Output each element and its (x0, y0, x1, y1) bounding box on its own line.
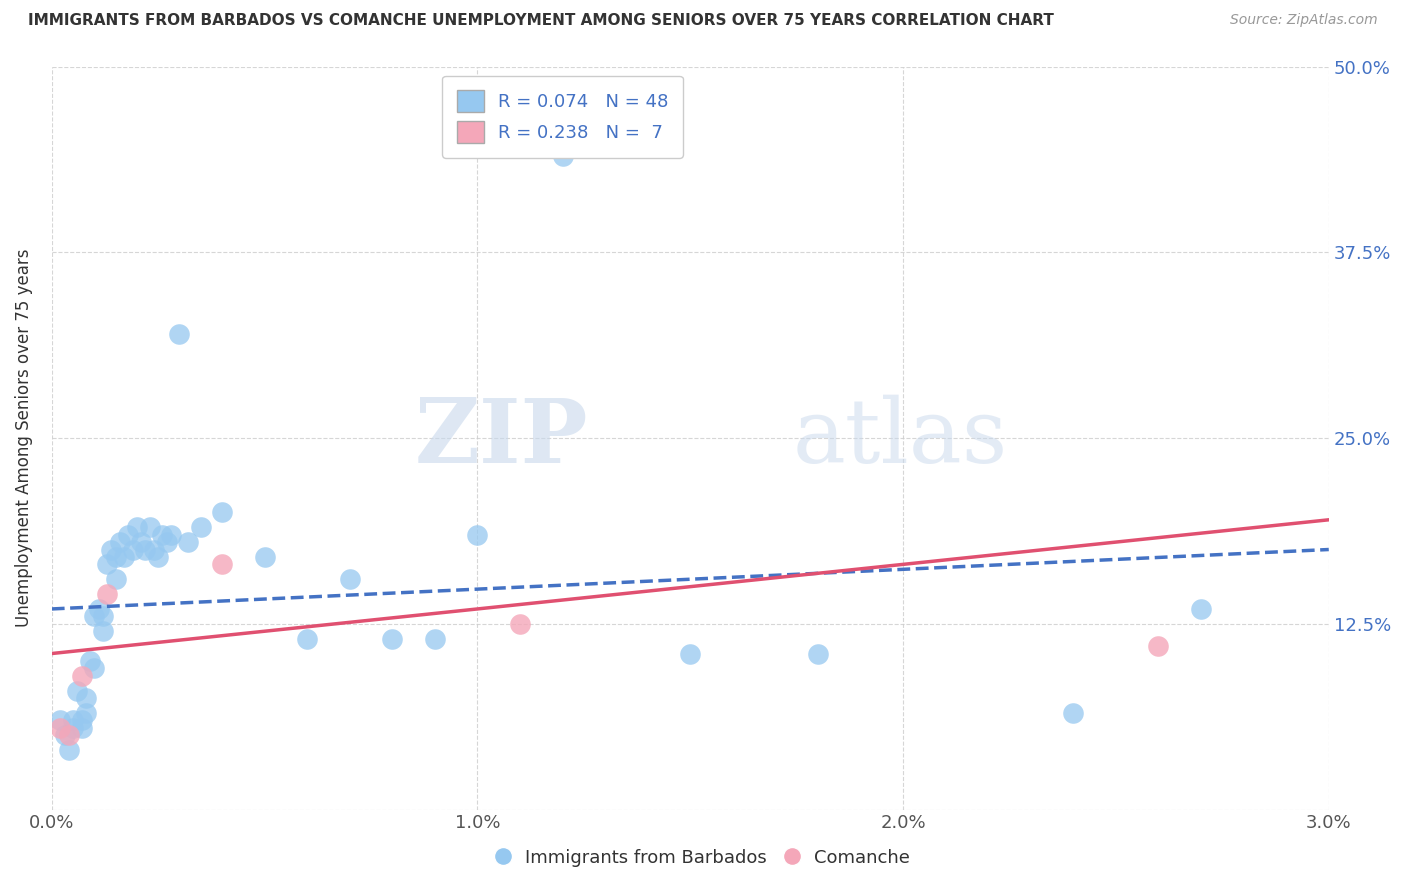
Point (62, 721, 84, 735)
Point (96, 558, 118, 572)
Point (211, 505, 233, 519)
Point (108, 535, 131, 549)
Text: IMMIGRANTS FROM BARBADOS VS COMANCHE UNEMPLOYMENT AMONG SENIORS OVER 75 YEARS CO: IMMIGRANTS FROM BARBADOS VS COMANCHE UNE… (28, 13, 1054, 29)
Point (96, 587, 118, 601)
Point (58, 728, 80, 742)
Point (129, 535, 152, 549)
Point (160, 527, 183, 541)
Point (423, 632, 446, 646)
Text: ZIP: ZIP (415, 394, 588, 482)
Point (1189, 602, 1212, 616)
Point (79, 654, 101, 668)
Point (87, 602, 110, 616)
Point (381, 632, 404, 646)
Point (91, 624, 114, 639)
Point (1147, 639, 1170, 653)
Point (70, 721, 93, 735)
Point (134, 542, 156, 557)
Point (1062, 706, 1084, 720)
Point (104, 549, 127, 564)
Point (253, 549, 276, 564)
Point (177, 535, 200, 549)
Point (62, 714, 84, 728)
Point (138, 520, 160, 534)
Point (121, 542, 143, 557)
Point (75, 691, 97, 706)
Point (190, 520, 212, 534)
Text: Source: ZipAtlas.com: Source: ZipAtlas.com (1230, 13, 1378, 28)
Point (70, 714, 93, 728)
Point (117, 527, 139, 541)
Point (152, 527, 174, 541)
Text: atlas: atlas (793, 394, 1008, 482)
Point (104, 572, 127, 586)
Point (70, 669, 93, 683)
Point (339, 572, 361, 586)
Point (156, 535, 179, 549)
Point (112, 549, 135, 564)
Legend: R = 0.074   N = 48, R = 0.238   N =  7: R = 0.074 N = 48, R = 0.238 N = 7 (441, 76, 683, 158)
Point (551, 149, 574, 163)
Point (58, 743, 80, 757)
Point (125, 520, 148, 534)
Legend: Immigrants from Barbados, Comanche: Immigrants from Barbados, Comanche (489, 841, 917, 874)
Y-axis label: Unemployment Among Seniors over 75 years: Unemployment Among Seniors over 75 years (15, 249, 32, 627)
Point (49, 714, 72, 728)
Point (66, 683, 89, 698)
Point (83, 661, 105, 675)
Point (75, 706, 97, 720)
Point (169, 327, 191, 342)
Point (467, 527, 489, 541)
Point (100, 542, 122, 557)
Point (91, 609, 114, 624)
Point (142, 542, 165, 557)
Point (679, 647, 702, 661)
Point (83, 609, 105, 624)
Point (146, 549, 169, 564)
Point (295, 632, 318, 646)
Point (49, 721, 72, 735)
Point (509, 616, 531, 631)
Point (807, 647, 830, 661)
Point (211, 558, 233, 572)
Point (53, 728, 76, 742)
